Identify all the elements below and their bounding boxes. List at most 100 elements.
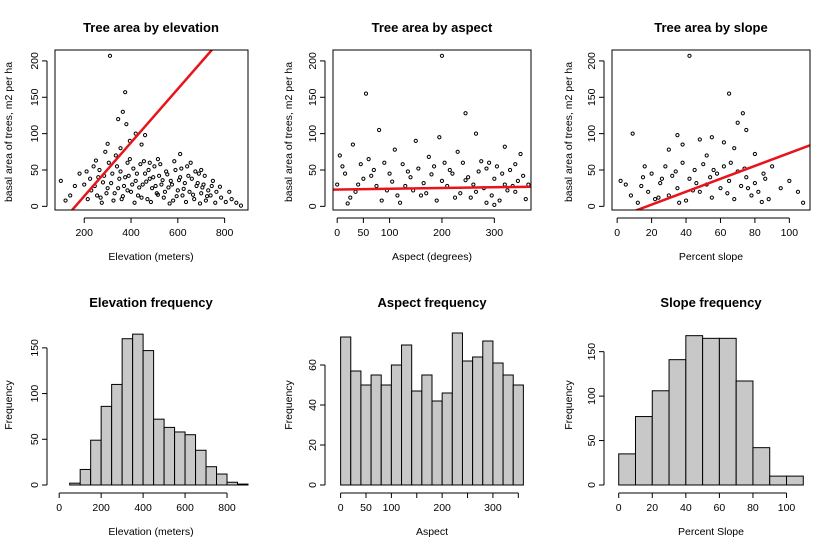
histogram-bar xyxy=(90,439,102,486)
histogram-bar xyxy=(718,337,737,486)
data-point xyxy=(199,167,204,173)
data-point xyxy=(171,198,176,203)
data-point xyxy=(680,160,685,165)
plot-marks xyxy=(340,332,524,486)
histogram-bar xyxy=(472,356,484,486)
y-tick-label: 0 xyxy=(307,482,319,488)
x-tick-label: 200 xyxy=(92,502,110,514)
data-point xyxy=(452,195,458,200)
data-point xyxy=(673,169,678,174)
y-tick-label: 150 xyxy=(586,88,598,106)
data-point xyxy=(752,180,758,186)
y-tick-label: 50 xyxy=(307,164,319,176)
data-point xyxy=(458,191,463,196)
x-tick-label: 20 xyxy=(646,502,658,514)
data-point xyxy=(153,183,158,189)
chart-title: Tree area by elevation xyxy=(83,20,219,35)
data-point xyxy=(521,173,526,178)
histogram-bar xyxy=(482,340,494,486)
data-point xyxy=(105,186,110,191)
x-tick-label: 50 xyxy=(358,227,370,239)
data-point xyxy=(139,142,144,147)
x-tick-label: 0 xyxy=(614,227,620,239)
data-point xyxy=(134,171,139,176)
data-point xyxy=(507,167,513,173)
data-point xyxy=(120,194,125,199)
histogram-bar xyxy=(163,426,176,486)
data-point xyxy=(494,164,500,169)
data-point xyxy=(694,180,699,186)
data-point xyxy=(178,151,183,157)
data-point xyxy=(732,146,737,151)
data-point xyxy=(795,189,801,194)
data-point xyxy=(234,200,239,205)
histogram-bar xyxy=(380,384,392,486)
data-point xyxy=(476,169,481,174)
data-point xyxy=(218,195,224,200)
data-point xyxy=(99,200,104,205)
data-point xyxy=(104,191,109,196)
data-point xyxy=(418,193,424,198)
data-point xyxy=(350,142,356,147)
data-point xyxy=(416,166,421,171)
data-point xyxy=(697,189,702,194)
x-axis-label: Elevation (meters) xyxy=(108,251,193,263)
histogram-bar xyxy=(786,475,804,486)
histogram-bar xyxy=(752,447,771,486)
data-point xyxy=(138,162,143,167)
data-point xyxy=(116,116,121,122)
data-point xyxy=(159,182,164,187)
data-point xyxy=(131,166,136,171)
data-point xyxy=(185,164,190,169)
data-point xyxy=(739,183,744,189)
y-tick-label: 50 xyxy=(586,164,598,176)
data-point xyxy=(484,200,489,205)
data-point xyxy=(356,182,361,187)
data-point xyxy=(162,189,168,194)
data-point xyxy=(714,171,720,176)
x-tick-label: 100 xyxy=(381,227,399,239)
data-point xyxy=(93,158,99,163)
data-point xyxy=(675,186,680,191)
data-point xyxy=(692,167,697,173)
y-axis-label: Frequency xyxy=(283,379,295,429)
data-point xyxy=(114,164,120,169)
histogram-bar xyxy=(100,405,113,486)
y-axis-label: Frequency xyxy=(3,379,15,429)
data-point xyxy=(125,160,130,165)
histogram-bar xyxy=(421,374,433,486)
data-point xyxy=(151,175,156,180)
data-point xyxy=(160,178,165,183)
data-point xyxy=(366,156,371,162)
data-point xyxy=(726,178,732,184)
data-point xyxy=(358,162,363,167)
y-axis-label: Frequency xyxy=(563,379,575,429)
axis-ticks: 0 200 400 600 800 0 50 100 150 xyxy=(29,339,236,514)
data-point xyxy=(174,194,179,199)
data-point xyxy=(390,179,395,184)
y-tick-label: 100 xyxy=(586,387,598,405)
histogram-bar xyxy=(492,362,504,486)
data-point xyxy=(745,186,751,191)
x-tick-label: 300 xyxy=(484,502,502,514)
data-point xyxy=(141,159,146,164)
data-point xyxy=(437,135,442,140)
data-point xyxy=(120,109,125,114)
panel-elevation-scatter: Tree area by elevation Elevation (meters… xyxy=(3,20,249,263)
histogram-bar xyxy=(79,468,92,486)
data-point xyxy=(766,196,771,202)
data-point xyxy=(208,193,213,198)
data-point xyxy=(210,178,216,184)
data-point xyxy=(439,53,445,58)
y-tick-label: 50 xyxy=(29,164,41,176)
x-tick-label: 50 xyxy=(360,502,372,514)
histogram-bar xyxy=(121,338,134,486)
data-point xyxy=(152,164,157,169)
x-tick-label: 60 xyxy=(714,502,726,514)
plot-marks xyxy=(58,50,244,210)
data-point xyxy=(202,173,207,178)
data-point xyxy=(87,176,93,181)
data-point xyxy=(353,189,358,194)
data-point xyxy=(116,186,121,191)
data-point xyxy=(192,196,197,202)
